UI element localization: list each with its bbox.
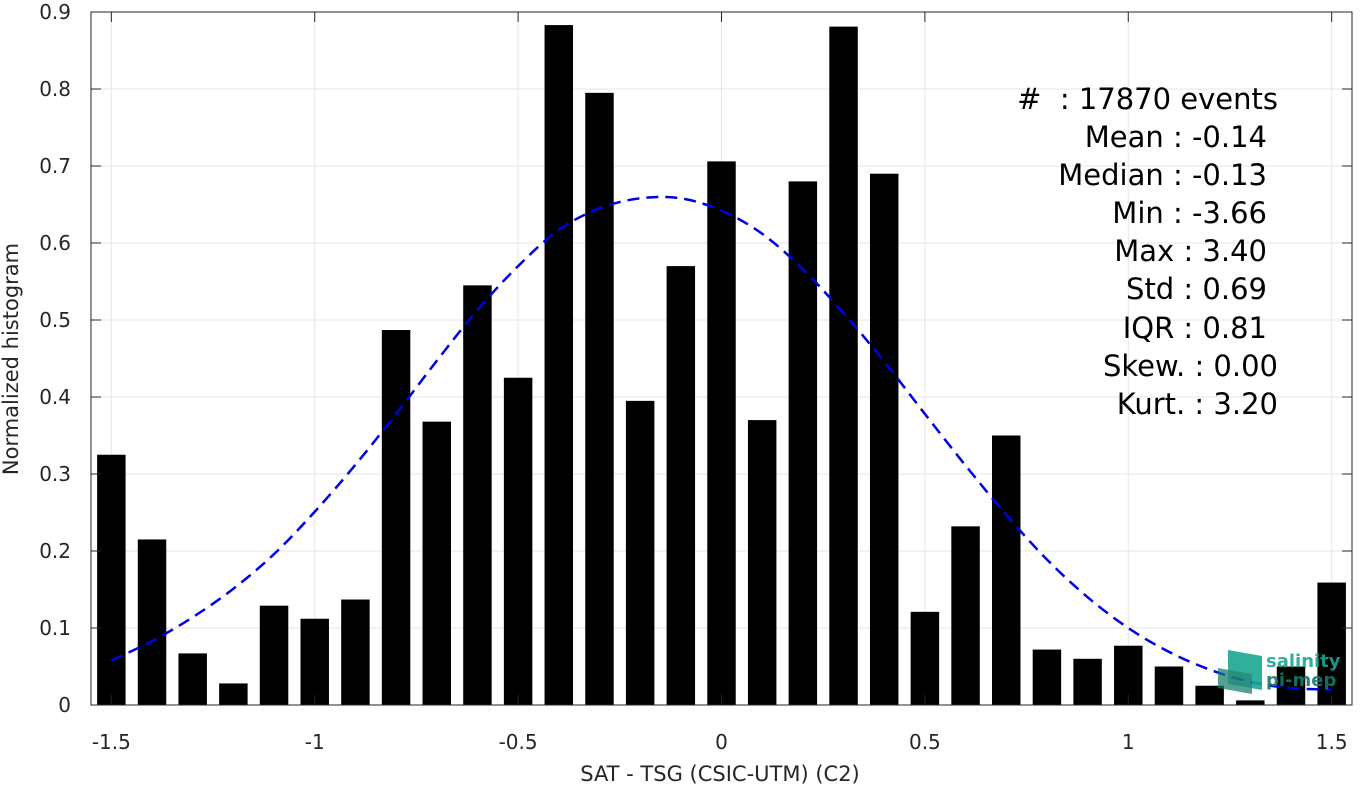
stat-min: Min : -3.66 bbox=[1112, 196, 1267, 230]
y-tick-label: 0.2 bbox=[39, 539, 71, 563]
histogram-bar bbox=[381, 330, 411, 705]
histogram-bar bbox=[666, 266, 696, 705]
stat-events: # : 17870 events bbox=[1017, 82, 1278, 116]
histogram-bar bbox=[503, 377, 533, 705]
y-tick-label: 0.3 bbox=[39, 462, 71, 486]
normal-fit-curve bbox=[110, 195, 1332, 691]
histogram-bar bbox=[910, 611, 940, 705]
y-axis-ticks: 0 0.1 0.2 0.3 0.4 0.5 0.6 0.7 0.8 0.9 bbox=[39, 0, 1352, 717]
statistics-annotation: # : 17870 events Mean : -0.14 Median : -… bbox=[1017, 82, 1278, 421]
y-tick-label: 0.8 bbox=[39, 77, 71, 101]
logo-text-salinity: salinity bbox=[1266, 651, 1341, 672]
histogram-bar bbox=[585, 92, 614, 706]
histogram-bar bbox=[97, 454, 126, 705]
y-tick-label: 0 bbox=[58, 693, 71, 717]
salinity-pimep-logo: salinity pi-mep bbox=[1218, 650, 1341, 694]
y-tick-label: 0.6 bbox=[39, 231, 71, 255]
stat-skew: Skew. : 0.00 bbox=[1103, 349, 1278, 383]
x-axis-ticks: -1.5 -1 -0.5 0 0.5 1 1.5 bbox=[92, 12, 1348, 754]
histogram-bar bbox=[747, 420, 777, 705]
histogram-bar bbox=[422, 421, 451, 705]
x-tick-label: -1 bbox=[305, 730, 325, 754]
y-tick-label: 0.5 bbox=[39, 308, 71, 332]
logo-text-pimep: pi-mep bbox=[1266, 670, 1336, 691]
x-tick-label: 0.5 bbox=[909, 730, 941, 754]
histogram-bar bbox=[1195, 685, 1224, 705]
histogram-bar bbox=[463, 285, 492, 705]
y-axis-label: Normalized histogram bbox=[0, 243, 23, 475]
histogram-bar bbox=[219, 683, 248, 705]
histogram-bar bbox=[829, 26, 858, 705]
histogram-bar bbox=[259, 605, 289, 705]
histogram-bar bbox=[869, 173, 899, 705]
x-tick-label: 0 bbox=[715, 730, 728, 754]
y-tick-label: 0.9 bbox=[39, 0, 71, 24]
histogram-bar bbox=[1073, 658, 1102, 705]
histogram-bar bbox=[951, 526, 980, 705]
stat-std: Std : 0.69 bbox=[1126, 272, 1267, 306]
stat-mean: Mean : -0.14 bbox=[1085, 120, 1267, 154]
x-tick-label: -0.5 bbox=[499, 730, 538, 754]
histogram-bar bbox=[1236, 700, 1265, 705]
histogram-bar bbox=[544, 25, 574, 705]
histogram-bars bbox=[97, 25, 1346, 706]
histogram-bar bbox=[707, 161, 736, 705]
histogram-bar bbox=[341, 599, 370, 705]
y-tick-label: 0.4 bbox=[39, 385, 71, 409]
stat-median: Median : -0.13 bbox=[1058, 158, 1267, 192]
x-tick-label: -1.5 bbox=[92, 730, 131, 754]
logo-mark-shadow-icon bbox=[1218, 668, 1252, 694]
histogram-bar bbox=[178, 653, 207, 705]
x-axis-label: SAT - TSG (CSIC-UTM) (C2) bbox=[580, 762, 860, 785]
histogram-bar bbox=[788, 181, 818, 705]
histogram-bar bbox=[1317, 582, 1346, 705]
stat-kurt: Kurt. : 3.20 bbox=[1117, 387, 1278, 421]
histogram-bar bbox=[1032, 649, 1062, 705]
y-tick-label: 0.1 bbox=[39, 616, 71, 640]
stat-max: Max : 3.40 bbox=[1114, 234, 1267, 268]
x-tick-label: 1 bbox=[1122, 730, 1135, 754]
histogram-bar bbox=[300, 618, 329, 705]
histogram-bar bbox=[1154, 666, 1184, 705]
y-tick-label: 0.7 bbox=[39, 154, 71, 178]
histogram-bar bbox=[992, 435, 1021, 705]
stat-iqr: IQR : 0.81 bbox=[1123, 311, 1267, 345]
histogram-bar bbox=[1276, 666, 1306, 705]
x-tick-label: 1.5 bbox=[1316, 730, 1348, 754]
histogram-bar bbox=[137, 539, 167, 705]
histogram-bar bbox=[625, 400, 655, 705]
